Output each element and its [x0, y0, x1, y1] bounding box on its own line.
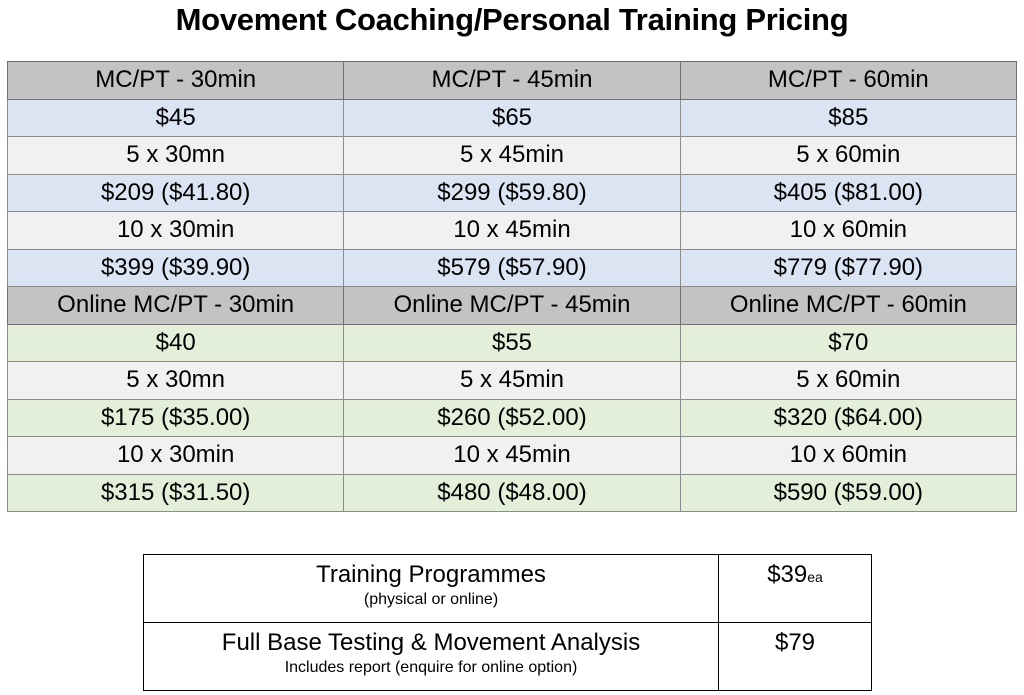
price-cell: $85: [679, 98, 1018, 137]
page-title: Movement Coaching/Personal Training Pric…: [175, 2, 849, 37]
price-cell: $65: [343, 98, 681, 137]
package-cell: 5 x 45min: [343, 361, 681, 400]
package-cell: 5 x 45min: [343, 136, 681, 175]
price-cell: $779 ($77.90): [679, 248, 1018, 287]
price-cell: $579 ($57.90): [343, 248, 681, 287]
table-row: $209 ($41.80) $299 ($59.80) $405 ($81.00…: [6, 173, 1018, 212]
table-row: $175 ($35.00) $260 ($52.00) $320 ($64.00…: [6, 398, 1018, 437]
package-cell: 10 x 45min: [343, 436, 681, 475]
extras-price-wrap: $39ea: [719, 555, 871, 592]
column-header-online-60min: Online MC/PT - 60min: [679, 286, 1018, 325]
column-header-30min: MC/PT - 30min: [6, 61, 345, 100]
package-cell: 5 x 30mn: [6, 361, 345, 400]
package-cell: 5 x 60min: [679, 136, 1018, 175]
price-cell: $399 ($39.90): [6, 248, 345, 287]
extras-label: Full Base Testing & Movement Analysis: [221, 629, 641, 656]
price-cell: $315 ($31.50): [6, 473, 345, 512]
price-cell: $260 ($52.00): [343, 398, 681, 437]
table-row: 5 x 30mn 5 x 45min 5 x 60min: [6, 361, 1018, 400]
extras-price-cell: $79: [718, 622, 872, 691]
price-cell: $175 ($35.00): [6, 398, 345, 437]
package-cell: 5 x 60min: [679, 361, 1018, 400]
column-header-45min: MC/PT - 45min: [343, 61, 681, 100]
package-cell: 10 x 30min: [6, 436, 345, 475]
extras-note: Includes report (enquire for online opti…: [284, 659, 578, 676]
online-header-row: Online MC/PT - 30min Online MC/PT - 45mi…: [6, 286, 1018, 325]
price-cell: $40: [6, 323, 345, 362]
table-row: 5 x 30mn 5 x 45min 5 x 60min: [6, 136, 1018, 175]
package-cell: 5 x 30mn: [6, 136, 345, 175]
extras-label: Training Programmes: [316, 561, 546, 588]
price-cell: $45: [6, 98, 345, 137]
column-header-60min: MC/PT - 60min: [679, 61, 1018, 100]
extras-row-training-programmes: Training Programmes (physical or online)…: [143, 554, 872, 623]
column-header-online-45min: Online MC/PT - 45min: [343, 286, 681, 325]
package-cell: 10 x 30min: [6, 211, 345, 250]
price-cell: $299 ($59.80): [343, 173, 681, 212]
table-row: $315 ($31.50) $480 ($48.00) $590 ($59.00…: [6, 473, 1018, 512]
table-row: 10 x 30min 10 x 45min 10 x 60min: [6, 211, 1018, 250]
extras-price-wrap: $79: [719, 623, 871, 658]
extras-price: $79: [774, 629, 816, 656]
price-cell: $55: [343, 323, 681, 362]
price-cell: $209 ($41.80): [6, 173, 345, 212]
table-row: $399 ($39.90) $579 ($57.90) $779 ($77.90…: [6, 248, 1018, 287]
pricing-table: MC/PT - 30min MC/PT - 45min MC/PT - 60mi…: [6, 61, 1018, 512]
package-cell: 10 x 45min: [343, 211, 681, 250]
extras-note: (physical or online): [363, 591, 499, 608]
price-cell: $70: [679, 323, 1018, 362]
extras-row-base-testing: Full Base Testing & Movement Analysis In…: [143, 622, 872, 691]
extras-price: $39: [767, 561, 808, 588]
extras-description-cell: Training Programmes (physical or online): [143, 554, 719, 623]
package-cell: 10 x 60min: [679, 211, 1018, 250]
extras-description-cell: Full Base Testing & Movement Analysis In…: [143, 622, 719, 691]
column-header-online-30min: Online MC/PT - 30min: [6, 286, 345, 325]
extras-table: Training Programmes (physical or online)…: [143, 554, 872, 691]
package-cell: 10 x 60min: [679, 436, 1018, 475]
table-row: 10 x 30min 10 x 45min 10 x 60min: [6, 436, 1018, 475]
price-cell: $590 ($59.00): [679, 473, 1018, 512]
in-person-header-row: MC/PT - 30min MC/PT - 45min MC/PT - 60mi…: [6, 61, 1018, 100]
price-cell: $405 ($81.00): [679, 173, 1018, 212]
price-cell: $480 ($48.00): [343, 473, 681, 512]
extras-price-unit: ea: [807, 569, 823, 585]
extras-price-cell: $39ea: [718, 554, 872, 623]
table-row: $40 $55 $70: [6, 323, 1018, 362]
price-cell: $320 ($64.00): [679, 398, 1018, 437]
table-row: $45 $65 $85: [6, 98, 1018, 137]
